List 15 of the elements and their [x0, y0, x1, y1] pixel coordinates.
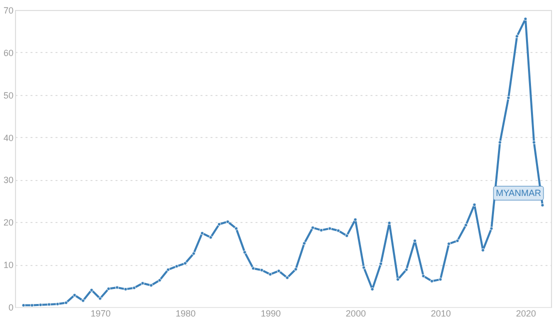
x-tick-label: 2010 — [430, 308, 451, 318]
y-tick-label: 20 — [3, 218, 14, 228]
x-tick-label: 1990 — [260, 308, 281, 318]
x-tick-label: 1970 — [90, 308, 111, 318]
series-label: MYANMAR — [496, 188, 542, 198]
y-tick-label: 30 — [3, 175, 14, 186]
y-tick-label: 70 — [3, 6, 14, 16]
x-tick-label: 2020 — [516, 308, 536, 318]
y-tick-label: 50 — [3, 90, 14, 100]
y-tick-label: 60 — [3, 48, 14, 58]
x-tick-label: 2000 — [346, 308, 366, 318]
y-tick-label: 40 — [3, 132, 14, 143]
x-tick-label: 1980 — [176, 308, 196, 318]
y-tick-label: 0 — [8, 302, 14, 312]
y-tick-label: 10 — [3, 260, 14, 270]
